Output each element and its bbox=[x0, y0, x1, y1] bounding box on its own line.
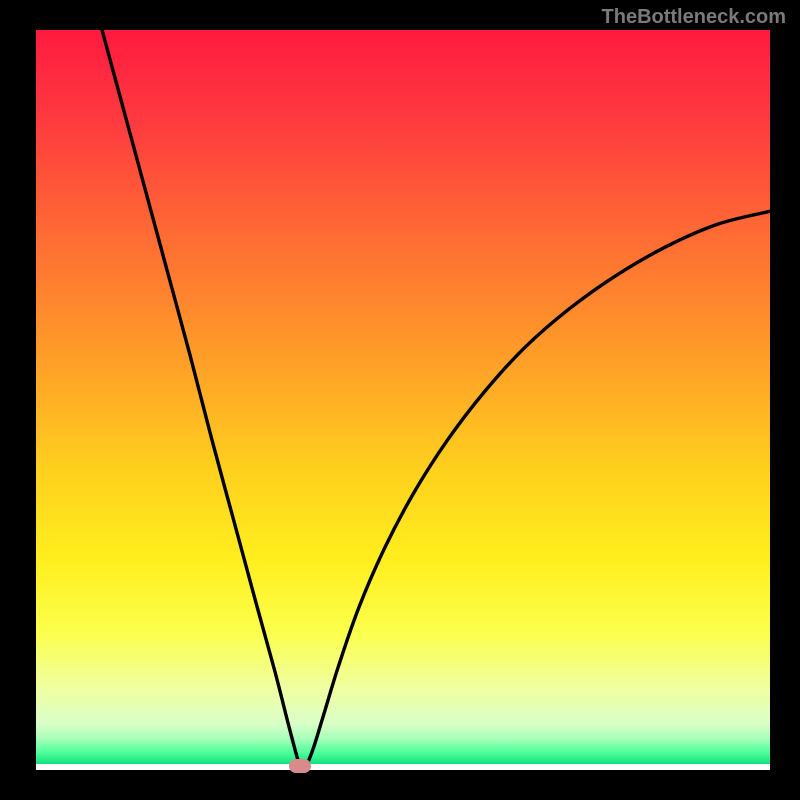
plot-area bbox=[36, 30, 770, 770]
bottleneck-curve bbox=[36, 30, 770, 770]
optimum-marker bbox=[289, 759, 311, 773]
curve-path bbox=[102, 30, 770, 767]
chart-frame: TheBottleneck.com bbox=[0, 0, 800, 800]
watermark-text: TheBottleneck.com bbox=[602, 6, 786, 29]
